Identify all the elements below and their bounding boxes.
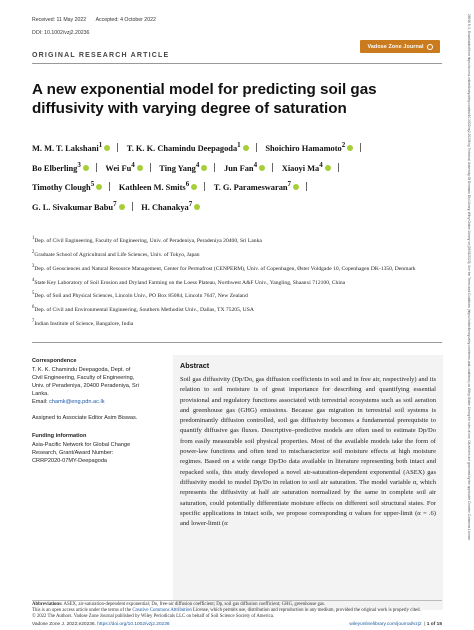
orcid-icon[interactable] bbox=[347, 144, 354, 151]
affiliations: 1Dep. of Civil Engineering, Faculty of E… bbox=[32, 234, 444, 329]
correspondence-email-line: Email: chamk@eng.pdn.ac.lk bbox=[32, 398, 142, 406]
author[interactable]: Shoichiro Hamamoto2 bbox=[265, 141, 354, 153]
author[interactable]: T. G. Parameswaran7 bbox=[214, 181, 300, 192]
orcid-icon[interactable] bbox=[118, 204, 125, 211]
author[interactable]: G. L. Sivakumar Babu7 bbox=[32, 200, 125, 212]
journal-logo: Vadose Zone Journal bbox=[360, 40, 440, 53]
orcid-icon[interactable] bbox=[136, 164, 143, 171]
author-list: M. M. T. Lakshani1 T. K. K. Chamindu Dee… bbox=[32, 137, 452, 216]
journal-site-link[interactable]: wileyonlinelibrary.com/journal/vzj2 bbox=[349, 622, 422, 627]
abbreviation-divider bbox=[32, 600, 442, 601]
author[interactable]: Ting Yang4 bbox=[159, 161, 208, 173]
header-divider bbox=[32, 63, 442, 64]
abstract-text: Soil gas diffusivity (Dp/Do, gas diffusi… bbox=[180, 376, 436, 528]
article-dates: Received: 11 May 2022 Accepted: 4 Octobe… bbox=[32, 17, 156, 23]
doi[interactable]: DOI: 10.1002/vzj2.20236 bbox=[32, 30, 90, 36]
author[interactable]: Timothy Clough5 bbox=[32, 181, 103, 192]
affiliation: 7Indian Institute of Science, Bangalore,… bbox=[32, 319, 134, 328]
email-link[interactable]: chamk@eng.pdn.ac.lk bbox=[49, 399, 105, 405]
affiliation: 5Dep. of Soil and Physical Sciences, Lin… bbox=[32, 291, 248, 300]
author[interactable]: Jun Fan4 bbox=[224, 161, 266, 173]
funding-heading: Funding information bbox=[32, 433, 87, 439]
correspondence-block: Correspondence T. K. K. Chamindu Deepago… bbox=[32, 357, 142, 422]
funding-body: Asia-Pacific Network for Global Change R… bbox=[32, 442, 131, 464]
correspondence-heading: Correspondence bbox=[32, 358, 77, 364]
author[interactable]: T. K. K. Chamindu Deepagoda1 bbox=[127, 141, 249, 153]
affiliation: 4State Key Laboratory of Soil Erosion an… bbox=[32, 277, 346, 286]
footer-right: wileyonlinelibrary.com/journal/vzj2 | 1 … bbox=[349, 622, 442, 627]
funding-block: Funding information Asia-Pacific Network… bbox=[32, 432, 142, 465]
abstract-box: Abstract Soil gas diffusivity (Dp/Do, ga… bbox=[173, 355, 443, 610]
license-notice: Abbreviations: ASEX, air-saturation-depe… bbox=[32, 602, 444, 620]
orcid-icon[interactable] bbox=[191, 184, 198, 191]
abbreviations-line: Abbreviations: ASEX, air-saturation-depe… bbox=[32, 602, 326, 607]
orcid-icon[interactable] bbox=[324, 164, 331, 171]
page-footer: Vadose Zone J. 2022;e20236. https://doi.… bbox=[32, 622, 442, 627]
orcid-icon[interactable] bbox=[242, 144, 249, 151]
article-title: A new exponential model for predicting s… bbox=[32, 81, 377, 117]
journal-logo-text: Vadose Zone Journal bbox=[367, 43, 424, 50]
license-line: This is an open access article under the… bbox=[32, 608, 421, 613]
footer-citation: Vadose Zone J. 2022;e20236. https://doi.… bbox=[32, 622, 170, 627]
author[interactable]: Kathleen M. Smits6 bbox=[119, 181, 198, 192]
affiliation: 3Dep. of Geosciences and Natural Resourc… bbox=[32, 263, 416, 272]
author[interactable]: M. M. T. Lakshani1 bbox=[32, 141, 111, 153]
open-access-icon bbox=[426, 43, 433, 50]
email-label: Email: bbox=[32, 399, 48, 405]
download-notice-sidebar: 26946 8, 0, Downloaded from https://acce… bbox=[467, 14, 471, 541]
author[interactable]: Xiaoyi Ma4 bbox=[282, 161, 331, 173]
footer-doi-link[interactable]: https://doi.org/10.1002/vzj2.20236 bbox=[97, 622, 170, 627]
received-date: Received: 11 May 2022 bbox=[32, 17, 87, 23]
orcid-icon[interactable] bbox=[259, 164, 266, 171]
article-type: ORIGINAL RESEARCH ARTICLE bbox=[32, 52, 170, 59]
author[interactable]: Bo Elberling3 bbox=[32, 161, 89, 173]
section-divider bbox=[32, 342, 442, 343]
sidebar-info: Correspondence T. K. K. Chamindu Deepago… bbox=[32, 357, 142, 465]
orcid-icon[interactable] bbox=[201, 164, 208, 171]
affiliation: 6Dep. of Civil and Environmental Enginee… bbox=[32, 305, 254, 314]
page-number: 1 of 15 bbox=[426, 622, 442, 627]
orcid-icon[interactable] bbox=[82, 164, 89, 171]
accepted-date: Accepted: 4 October 2022 bbox=[95, 17, 156, 23]
correspondence-body: T. K. K. Chamindu Deepagoda, Dept. of Ci… bbox=[32, 367, 139, 397]
affiliation: 2Graduate School of Agricultural and Lif… bbox=[32, 249, 200, 258]
affiliation: 1Dep. of Civil Engineering, Faculty of E… bbox=[32, 236, 262, 244]
orcid-icon[interactable] bbox=[293, 184, 300, 191]
associate-editor: Assigned to Associate Editor Asim Biswas… bbox=[32, 415, 138, 421]
author[interactable]: H. Chanakya7 bbox=[141, 200, 201, 212]
abstract-heading: Abstract bbox=[180, 361, 210, 370]
orcid-icon[interactable] bbox=[194, 204, 201, 211]
orcid-icon[interactable] bbox=[96, 184, 103, 191]
orcid-icon[interactable] bbox=[104, 144, 111, 151]
cc-license-link[interactable]: Creative Commons Attribution bbox=[132, 608, 192, 613]
author[interactable]: Wei Fu4 bbox=[105, 161, 143, 173]
copyright-line: © 2022 The Authors. Vadose Zone Journal … bbox=[32, 614, 275, 619]
